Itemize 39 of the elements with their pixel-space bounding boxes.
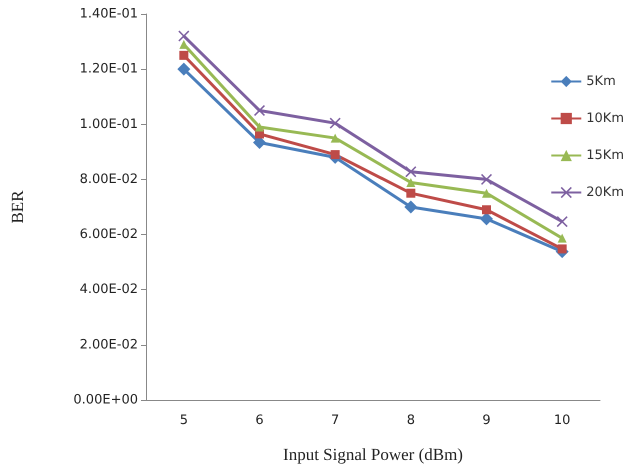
legend-label: 15Km	[586, 148, 624, 163]
x-axis-title: Input Signal Power (dBm)	[283, 445, 463, 464]
point	[177, 62, 190, 76]
point	[406, 188, 416, 198]
x-tick-label: 5	[180, 413, 188, 428]
x-tick-label: 10	[554, 413, 570, 428]
y-tick-label: 1.00E-01	[80, 116, 138, 132]
point	[558, 234, 567, 243]
x-tick-label: 8	[406, 413, 415, 428]
y-tick-label: 2.00E-02	[80, 337, 138, 352]
x-tick-label: 6	[255, 413, 264, 428]
y-tick-label: 1.20E-01	[80, 62, 138, 77]
x-tick-label: 7	[331, 413, 340, 428]
point	[179, 50, 188, 60]
legend-label: 10Km	[586, 111, 624, 126]
point	[482, 188, 491, 198]
point	[330, 118, 341, 129]
point	[330, 150, 340, 160]
legend-label: 20Km	[586, 185, 624, 200]
point	[406, 178, 416, 187]
y-tick-label: 0.00E+00	[73, 392, 138, 408]
point	[405, 166, 416, 178]
y-tick-label: 4.00E-02	[80, 282, 138, 298]
point	[480, 212, 493, 226]
point	[481, 174, 492, 185]
y-tick-label: 1.40E-01	[80, 6, 138, 22]
y-axis-title: BER	[8, 190, 27, 224]
y-tick-label: 6.00E-02	[80, 227, 138, 242]
point	[255, 122, 264, 132]
point	[482, 205, 491, 214]
point	[330, 134, 340, 143]
y-tick-label: 8.00E-02	[80, 172, 138, 187]
point	[254, 105, 265, 116]
point	[178, 30, 190, 42]
legend-label: 5Km	[586, 74, 616, 89]
point	[556, 216, 568, 228]
point	[404, 200, 418, 214]
point	[558, 244, 567, 254]
x-tick-label: 9	[482, 413, 491, 428]
